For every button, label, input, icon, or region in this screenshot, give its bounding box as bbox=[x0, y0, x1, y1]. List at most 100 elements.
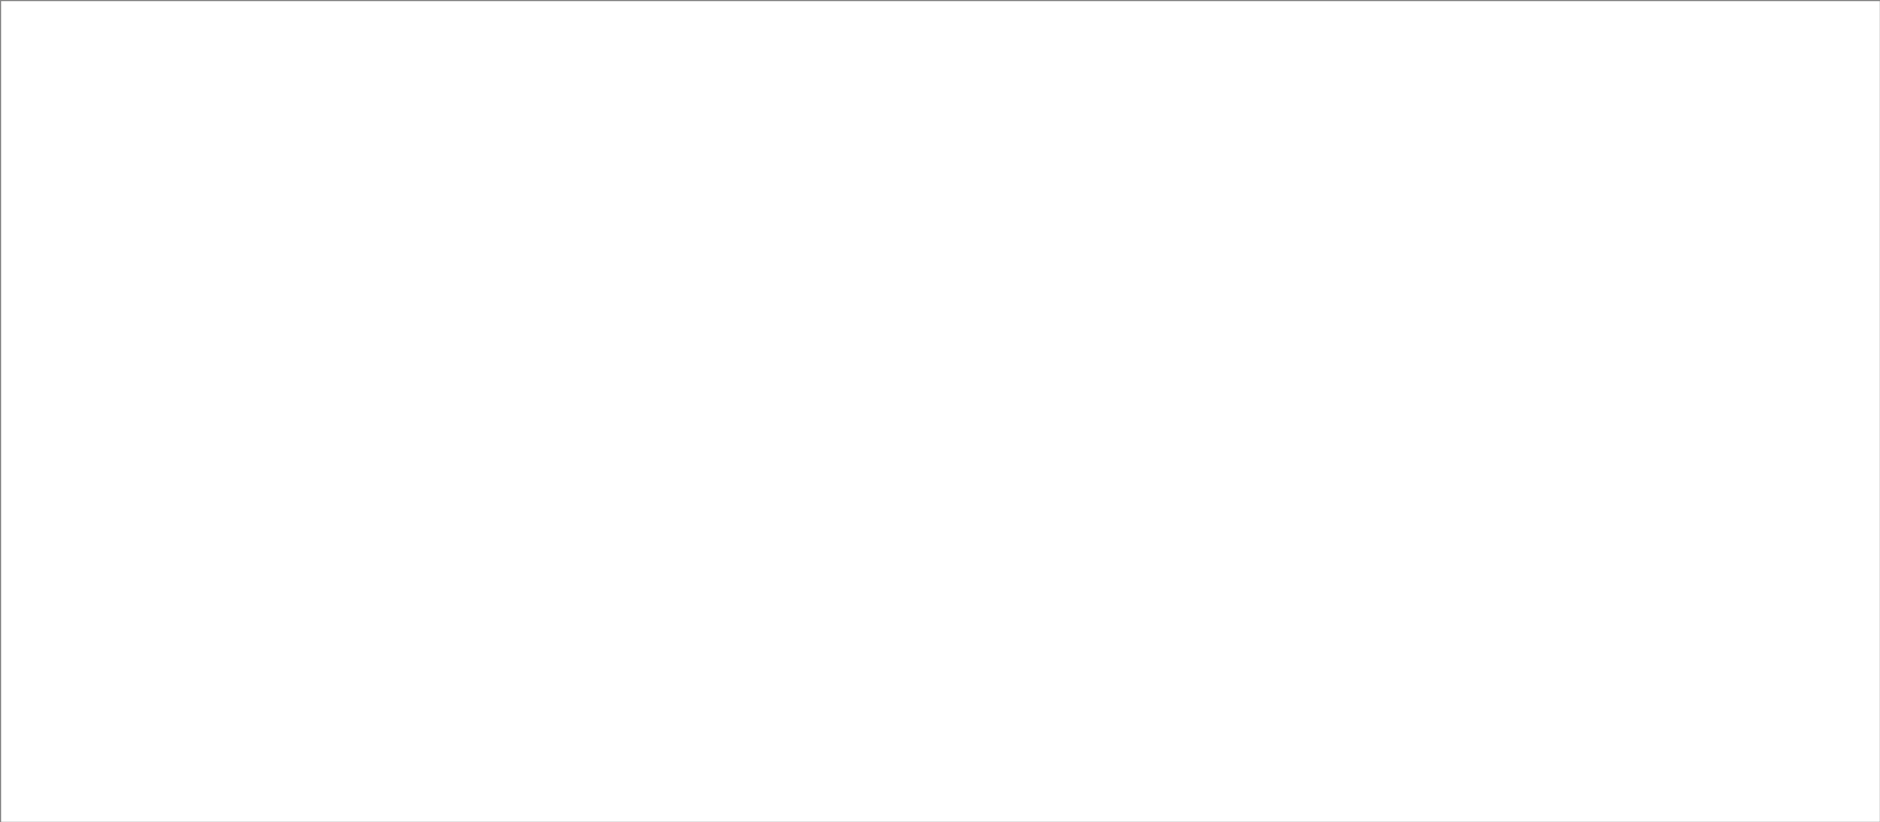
Text: 2,679,030: 2,679,030 bbox=[1701, 70, 1754, 80]
Text: 2,001,321: 2,001,321 bbox=[1098, 70, 1151, 80]
Text: 54,002: 54,002 bbox=[1596, 247, 1632, 256]
Text: 11,831: 11,831 bbox=[1235, 556, 1271, 567]
Text: 247,405: 247,405 bbox=[1583, 413, 1632, 423]
Text: 2,000: 2,000 bbox=[1724, 657, 1754, 667]
Text: 1,748,032: 1,748,032 bbox=[855, 70, 910, 80]
Text: 2,757,826: 2,757,826 bbox=[1812, 446, 1874, 457]
Text: 334,670: 334,670 bbox=[979, 446, 1030, 457]
Text: 93,374: 93,374 bbox=[1355, 247, 1391, 256]
Text: 1,311,024: 1,311,024 bbox=[855, 103, 910, 113]
Text: Salaries and Benefits: Salaries and Benefits bbox=[21, 279, 130, 290]
Text: 2,334,341: 2,334,341 bbox=[1339, 70, 1391, 80]
Text: March: March bbox=[284, 39, 318, 49]
Text: 12,162,439: 12,162,439 bbox=[1814, 103, 1874, 113]
Text: 1,083,787: 1,083,787 bbox=[1451, 767, 1512, 777]
Text: 43,701: 43,701 bbox=[872, 247, 910, 256]
Text: 170,104: 170,104 bbox=[1711, 279, 1754, 290]
Text: Operating Profit - EBIT: Operating Profit - EBIT bbox=[8, 413, 147, 423]
Text: 2,000: 2,000 bbox=[1120, 347, 1151, 357]
Text: 220,145: 220,145 bbox=[1107, 313, 1151, 323]
Text: 1,260,433: 1,260,433 bbox=[605, 801, 667, 810]
Text: 1,500,991: 1,500,991 bbox=[1098, 103, 1151, 113]
Text: 468,870: 468,870 bbox=[1342, 380, 1391, 390]
Text: 2,161,426: 2,161,426 bbox=[1218, 70, 1271, 80]
Text: Jul: Jul bbox=[363, 8, 382, 21]
Text: 95,781: 95,781 bbox=[385, 767, 427, 777]
Text: Actual: Actual bbox=[1079, 39, 1113, 49]
Text: 2,627: 2,627 bbox=[1604, 524, 1632, 533]
Text: 1,541,202: 1,541,202 bbox=[615, 70, 667, 80]
Text: 223,105: 223,105 bbox=[1703, 413, 1754, 423]
Text: 144,260: 144,260 bbox=[1342, 690, 1391, 700]
Text: 10,300: 10,300 bbox=[391, 556, 427, 567]
Text: 96,277: 96,277 bbox=[987, 624, 1030, 634]
Text: 2,000: 2,000 bbox=[397, 347, 427, 357]
Text: Earnings Before Tax - EBT: Earnings Before Tax - EBT bbox=[8, 624, 164, 634]
Text: 25%: 25% bbox=[885, 170, 910, 180]
Text: 27%: 27% bbox=[1369, 170, 1391, 180]
Text: 720,023: 720,023 bbox=[1463, 136, 1512, 146]
Text: 161,402: 161,402 bbox=[1342, 413, 1391, 423]
Text: Jan: Jan bbox=[1085, 8, 1107, 21]
Text: Operating expenses:: Operating expenses: bbox=[8, 213, 137, 223]
Text: 136,912: 136,912 bbox=[498, 767, 547, 777]
Text: 1,714,475: 1,714,475 bbox=[1451, 801, 1512, 810]
Polygon shape bbox=[86, 33, 164, 55]
Text: 9%: 9% bbox=[1496, 723, 1512, 733]
Text: 270,008: 270,008 bbox=[1590, 313, 1632, 323]
Text: 464,871: 464,871 bbox=[1463, 380, 1512, 390]
Text: Actual: Actual bbox=[959, 39, 993, 49]
Text: 2,000: 2,000 bbox=[1483, 657, 1512, 667]
Text: 338,224: 338,224 bbox=[1100, 446, 1151, 457]
Text: 2,000: 2,000 bbox=[880, 347, 910, 357]
Text: Total Operating Expenses: Total Operating Expenses bbox=[8, 380, 164, 390]
Text: 266,207: 266,207 bbox=[498, 380, 547, 390]
Text: 1,851,487: 1,851,487 bbox=[1459, 103, 1512, 113]
Text: 2,000: 2,000 bbox=[1000, 347, 1030, 357]
Text: YTD: YTD bbox=[1807, 8, 1833, 21]
Text: 196,181: 196,181 bbox=[619, 767, 667, 777]
Text: 103,905: 103,905 bbox=[1102, 624, 1151, 634]
Text: 1,402,795: 1,402,795 bbox=[978, 103, 1030, 113]
Text: 1,269,489: 1,269,489 bbox=[485, 801, 547, 810]
Text: 235,354: 235,354 bbox=[739, 767, 788, 777]
Text: 424,529: 424,529 bbox=[979, 767, 1030, 777]
Text: 14,406: 14,406 bbox=[1230, 590, 1271, 600]
Bar bbox=[276, 33, 338, 55]
Text: 2,000: 2,000 bbox=[1604, 657, 1632, 667]
Text: ▼: ▼ bbox=[329, 39, 335, 48]
Text: 2,500: 2,500 bbox=[397, 657, 427, 667]
Text: P&L Trend: P&L Trend bbox=[118, 8, 194, 21]
Text: 10,506: 10,506 bbox=[511, 556, 547, 567]
Text: Net Margin %: Net Margin % bbox=[8, 723, 77, 733]
Bar bbox=[1397, 30, 1519, 58]
Text: 207,416: 207,416 bbox=[1703, 624, 1754, 634]
Text: 10,930: 10,930 bbox=[752, 556, 788, 567]
Text: 97,898: 97,898 bbox=[867, 624, 910, 634]
Text: Actual: Actual bbox=[355, 39, 389, 49]
Text: 257,151: 257,151 bbox=[1468, 313, 1512, 323]
Text: 1,356,440: 1,356,440 bbox=[848, 801, 910, 810]
Text: 51,430: 51,430 bbox=[1476, 247, 1512, 256]
Text: 13,062: 13,062 bbox=[1716, 556, 1754, 567]
Text: 2,500: 2,500 bbox=[1120, 657, 1151, 667]
Bar bbox=[1519, 30, 1639, 58]
Text: 2,000: 2,000 bbox=[1241, 347, 1271, 357]
Text: 437,008: 437,008 bbox=[859, 136, 910, 146]
Text: 116,718: 116,718 bbox=[1348, 279, 1391, 290]
Text: Interest Expenses: Interest Expenses bbox=[21, 524, 113, 533]
Text: 229,972: 229,972 bbox=[1583, 690, 1632, 700]
Text: 41,131: 41,131 bbox=[506, 690, 547, 700]
Text: 22%: 22% bbox=[525, 170, 547, 180]
Text: 61,769: 61,769 bbox=[626, 624, 667, 634]
Text: 22%: 22% bbox=[765, 170, 788, 180]
Text: 110,223: 110,223 bbox=[979, 413, 1030, 423]
Text: 179,704: 179,704 bbox=[746, 313, 788, 323]
Text: 162,005: 162,005 bbox=[1590, 279, 1632, 290]
Text: 25%: 25% bbox=[1128, 170, 1151, 180]
Text: 2,000: 2,000 bbox=[1483, 347, 1512, 357]
Text: 330,752: 330,752 bbox=[859, 767, 910, 777]
Bar bbox=[395, 4, 451, 26]
Text: Budget: Budget bbox=[1555, 38, 1602, 50]
Text: 22%: 22% bbox=[645, 170, 667, 180]
